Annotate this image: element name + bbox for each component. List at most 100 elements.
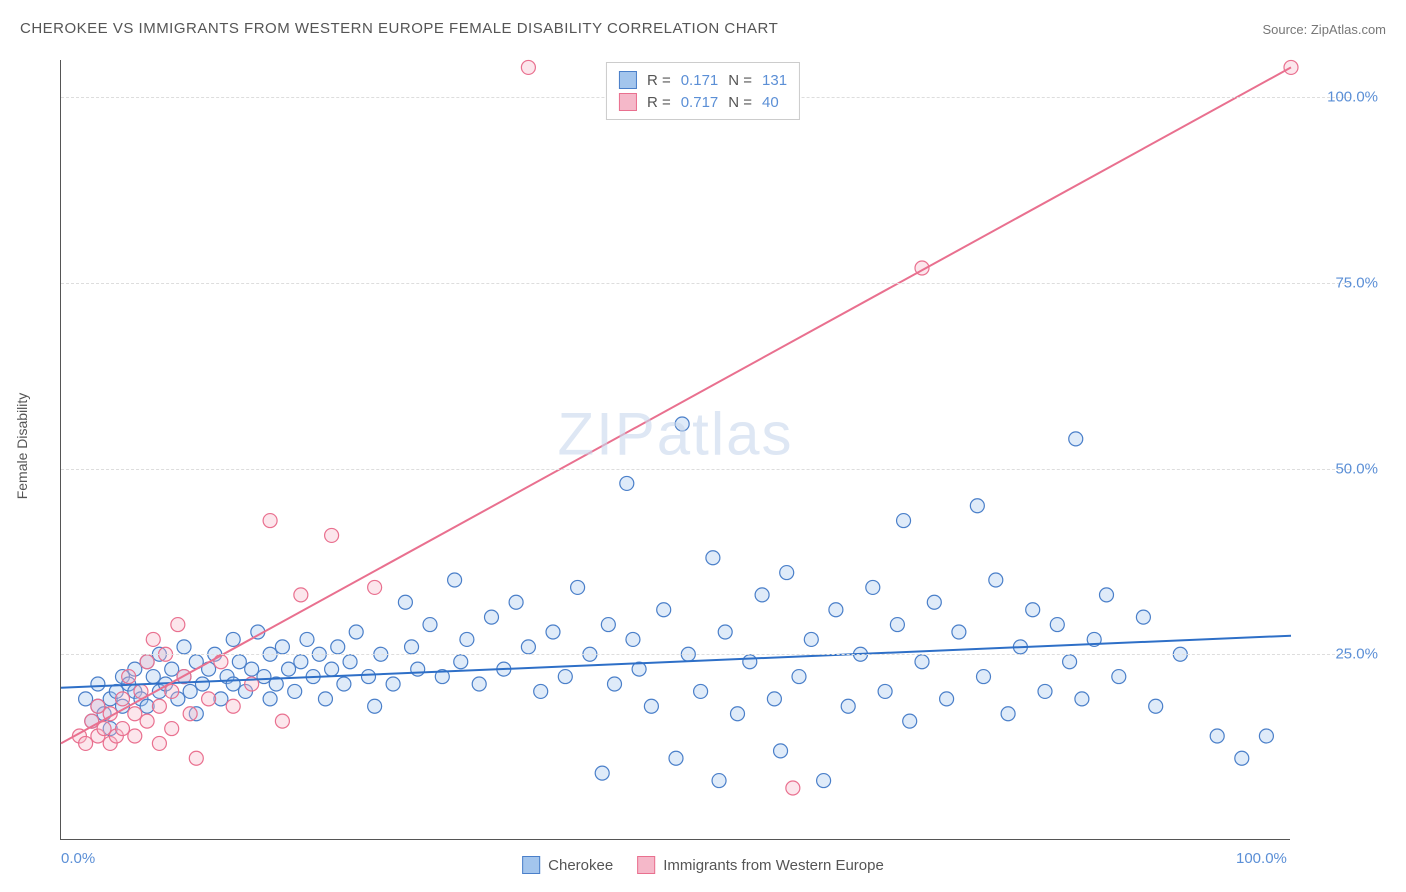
scatter-point bbox=[288, 684, 302, 698]
scatter-point bbox=[890, 618, 904, 632]
scatter-point bbox=[331, 640, 345, 654]
scatter-point bbox=[226, 677, 240, 691]
r-label: R = bbox=[647, 94, 671, 111]
scatter-point bbox=[767, 692, 781, 706]
scatter-point bbox=[626, 632, 640, 646]
scatter-point bbox=[817, 774, 831, 788]
scatter-point bbox=[183, 684, 197, 698]
scatter-point bbox=[743, 655, 757, 669]
scatter-point bbox=[804, 632, 818, 646]
scatter-point bbox=[608, 677, 622, 691]
gridline bbox=[61, 469, 1350, 470]
scatter-point bbox=[195, 677, 209, 691]
scatter-point bbox=[189, 751, 203, 765]
scatter-point bbox=[411, 662, 425, 676]
legend-stats: R = 0.171 N = 131 R = 0.717 N = 40 bbox=[606, 62, 800, 120]
scatter-point bbox=[171, 618, 185, 632]
scatter-point bbox=[146, 670, 160, 684]
legend-swatch-cherokee bbox=[522, 856, 540, 874]
scatter-point bbox=[232, 655, 246, 669]
scatter-point bbox=[706, 551, 720, 565]
scatter-point bbox=[263, 692, 277, 706]
legend-item-cherokee: Cherokee bbox=[522, 856, 613, 874]
legend-item-immigrants: Immigrants from Western Europe bbox=[637, 856, 884, 874]
scatter-point bbox=[300, 632, 314, 646]
legend-label: Immigrants from Western Europe bbox=[663, 857, 884, 874]
scatter-point bbox=[657, 603, 671, 617]
y-tick-label: 25.0% bbox=[1335, 646, 1378, 663]
scatter-point bbox=[79, 692, 93, 706]
scatter-point bbox=[368, 580, 382, 594]
scatter-point bbox=[989, 573, 1003, 587]
scatter-point bbox=[1001, 707, 1015, 721]
scatter-point bbox=[362, 670, 376, 684]
scatter-point bbox=[534, 684, 548, 698]
legend-label: Cherokee bbox=[548, 857, 613, 874]
scatter-point bbox=[1100, 588, 1114, 602]
scatter-point bbox=[116, 692, 130, 706]
y-axis-label: Female Disability bbox=[14, 393, 30, 500]
scatter-point bbox=[226, 699, 240, 713]
scatter-point bbox=[448, 573, 462, 587]
scatter-point bbox=[952, 625, 966, 639]
scatter-point bbox=[165, 722, 179, 736]
scatter-point bbox=[521, 640, 535, 654]
scatter-point bbox=[318, 692, 332, 706]
chart-svg bbox=[61, 60, 1290, 839]
scatter-point bbox=[1136, 610, 1150, 624]
scatter-point bbox=[349, 625, 363, 639]
scatter-point bbox=[275, 640, 289, 654]
scatter-point bbox=[294, 655, 308, 669]
scatter-point bbox=[620, 476, 634, 490]
scatter-point bbox=[1075, 692, 1089, 706]
n-value: 131 bbox=[762, 72, 787, 89]
scatter-point bbox=[1063, 655, 1077, 669]
scatter-point bbox=[792, 670, 806, 684]
scatter-point bbox=[368, 699, 382, 713]
scatter-point bbox=[140, 714, 154, 728]
scatter-point bbox=[460, 632, 474, 646]
scatter-point bbox=[325, 662, 339, 676]
scatter-point bbox=[927, 595, 941, 609]
scatter-point bbox=[128, 707, 142, 721]
scatter-point bbox=[897, 514, 911, 528]
legend-stats-row: R = 0.171 N = 131 bbox=[619, 69, 787, 91]
y-tick-label: 100.0% bbox=[1327, 89, 1378, 106]
r-value: 0.171 bbox=[681, 72, 719, 89]
scatter-point bbox=[878, 684, 892, 698]
gridline bbox=[61, 654, 1350, 655]
scatter-point bbox=[122, 670, 136, 684]
scatter-point bbox=[731, 707, 745, 721]
trend-line bbox=[61, 67, 1291, 743]
scatter-point bbox=[521, 60, 535, 74]
scatter-point bbox=[866, 580, 880, 594]
scatter-point bbox=[152, 736, 166, 750]
scatter-point bbox=[774, 744, 788, 758]
scatter-point bbox=[1050, 618, 1064, 632]
scatter-point bbox=[694, 684, 708, 698]
legend-swatch-immigrants bbox=[619, 93, 637, 111]
scatter-point bbox=[1149, 699, 1163, 713]
scatter-point bbox=[337, 677, 351, 691]
scatter-point bbox=[786, 781, 800, 795]
scatter-point bbox=[152, 699, 166, 713]
chart-title: CHEROKEE VS IMMIGRANTS FROM WESTERN EURO… bbox=[20, 20, 778, 37]
x-tick-label: 0.0% bbox=[61, 850, 95, 867]
scatter-point bbox=[183, 707, 197, 721]
scatter-point bbox=[970, 499, 984, 513]
scatter-point bbox=[1210, 729, 1224, 743]
scatter-point bbox=[755, 588, 769, 602]
plot-area: ZIPatlas 25.0%50.0%75.0%100.0%0.0%100.0% bbox=[60, 60, 1290, 840]
scatter-point bbox=[940, 692, 954, 706]
scatter-point bbox=[546, 625, 560, 639]
scatter-point bbox=[718, 625, 732, 639]
legend-swatch-immigrants bbox=[637, 856, 655, 874]
scatter-point bbox=[712, 774, 726, 788]
source-attribution: Source: ZipAtlas.com bbox=[1262, 22, 1386, 37]
scatter-point bbox=[669, 751, 683, 765]
scatter-point bbox=[398, 595, 412, 609]
scatter-point bbox=[485, 610, 499, 624]
scatter-point bbox=[165, 662, 179, 676]
n-label: N = bbox=[728, 94, 752, 111]
scatter-point bbox=[903, 714, 917, 728]
